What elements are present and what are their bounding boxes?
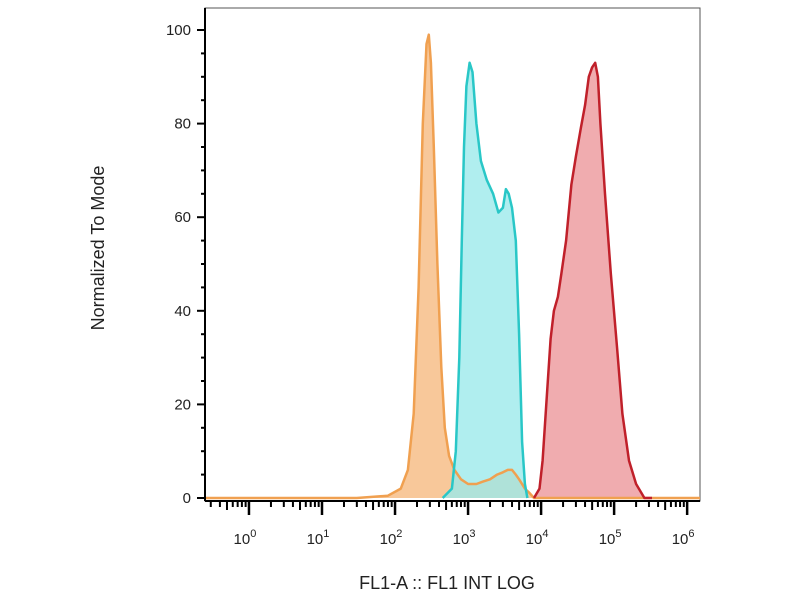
y-tick-label: 40 [174, 303, 191, 320]
x-tick-label: 101 [307, 528, 330, 548]
y-tick-label: 100 [166, 22, 191, 39]
y-tick-label: 80 [174, 116, 191, 133]
x-tick-base: 10 [234, 531, 251, 548]
x-tick-base: 10 [526, 531, 543, 548]
x-tick-exponent: 5 [615, 528, 621, 540]
x-tick-exponent: 0 [250, 528, 256, 540]
series-layer [205, 33, 700, 500]
series-3-line [532, 61, 652, 500]
x-tick-label: 104 [526, 528, 549, 548]
x-tick-base: 10 [307, 531, 324, 548]
x-tick-label: 105 [599, 528, 622, 548]
x-tick-exponent: 2 [396, 528, 402, 540]
x-axis-title: FL1-A :: FL1 INT LOG [359, 573, 535, 593]
series-1-area [205, 34, 700, 498]
x-tick-base: 10 [599, 531, 616, 548]
x-tick-label: 100 [234, 528, 257, 548]
y-axis-title: Normalized To Mode [88, 166, 108, 331]
x-tick-exponent: 3 [469, 528, 475, 540]
series-2-line [441, 61, 529, 499]
plot-frame [204, 7, 701, 502]
x-tick-base: 10 [672, 531, 689, 548]
series-3-area [534, 62, 652, 499]
x-tick-label: 102 [380, 528, 403, 548]
y-tick-label: 60 [174, 209, 191, 226]
series-1-line [205, 33, 700, 500]
x-tick-label: 106 [672, 528, 695, 548]
y-tick-label: 0 [183, 490, 191, 507]
x-tick-exponent: 1 [323, 528, 329, 540]
x-tick-exponent: 6 [688, 528, 694, 540]
y-tick-label: 20 [174, 396, 191, 413]
x-tick-base: 10 [453, 531, 470, 548]
x-tick-label: 103 [453, 528, 476, 548]
x-tick-exponent: 4 [542, 528, 548, 540]
x-tick-base: 10 [380, 531, 397, 548]
